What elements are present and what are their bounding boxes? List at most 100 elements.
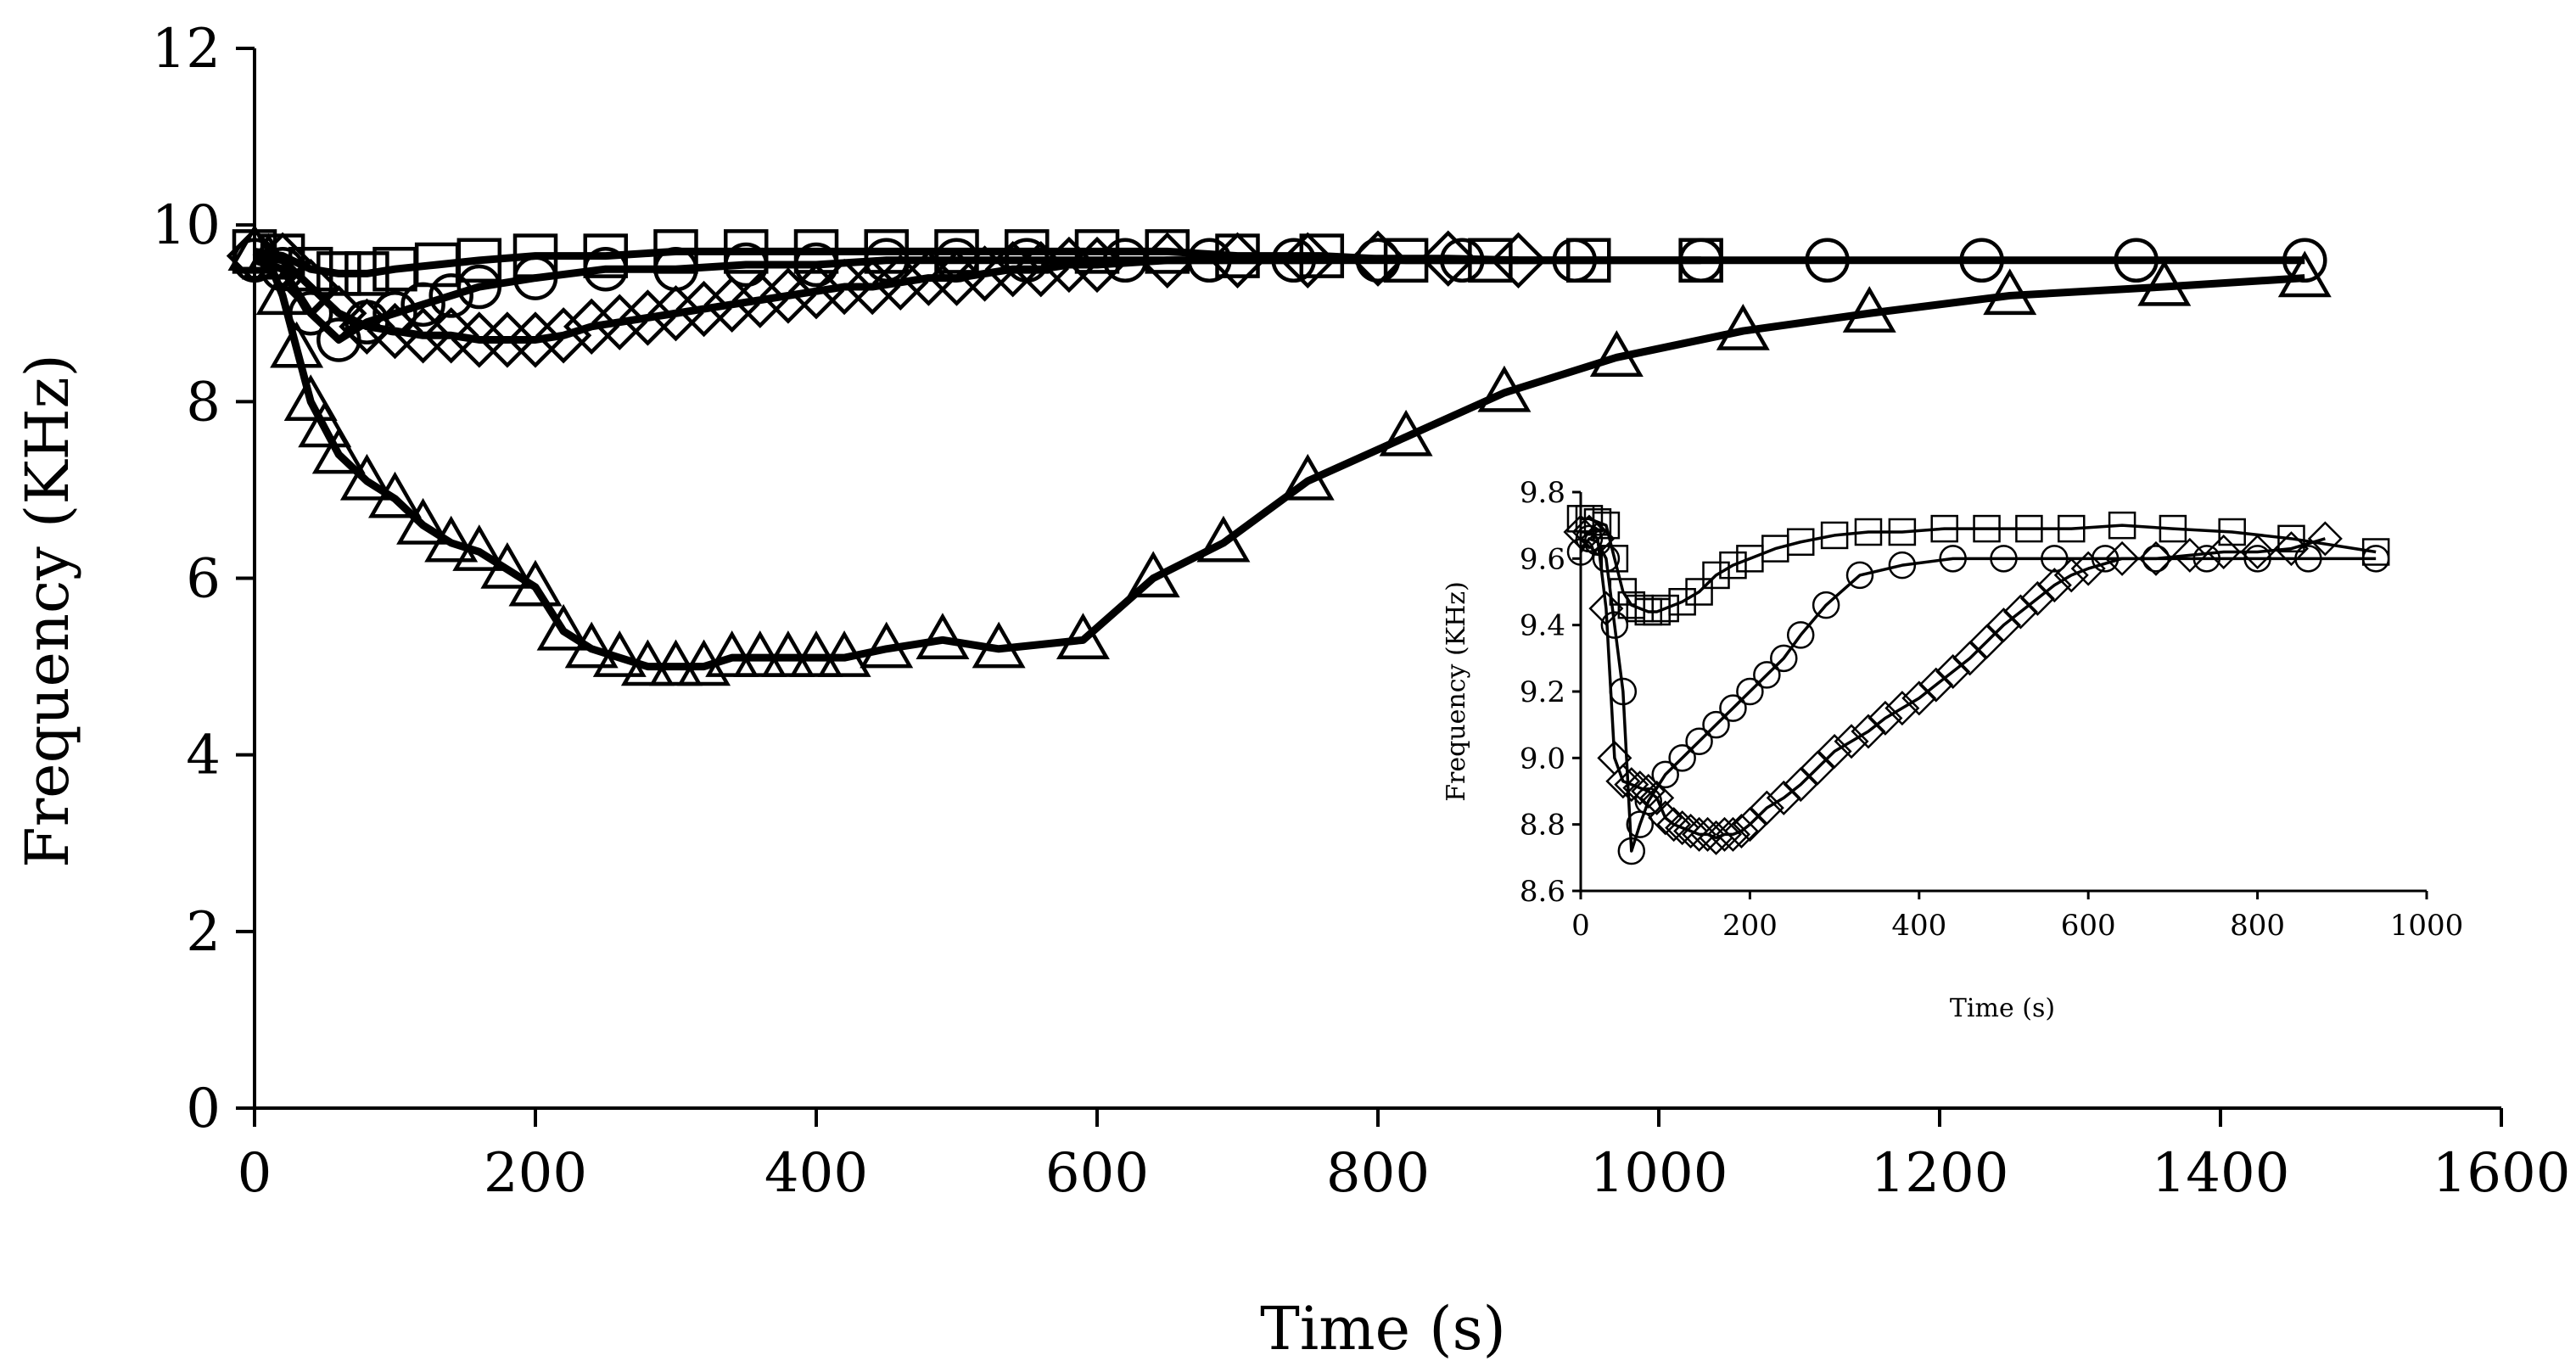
- inset-point-circle: [1668, 744, 1696, 772]
- main-point-triangle: [508, 559, 563, 607]
- inset-point-circle: [2192, 545, 2221, 573]
- inset-point-circle: [2361, 545, 2390, 573]
- main-point-triangle: [1056, 613, 1110, 660]
- inset-x-tick-label: 0: [1571, 909, 1590, 943]
- main-point-diamond: [451, 311, 507, 368]
- main-x-tick-label: 0: [238, 1142, 272, 1205]
- main-point-triangle: [424, 515, 479, 563]
- inset-point-diamond: [1749, 790, 1784, 826]
- main-y-tick-label: 6: [186, 548, 221, 611]
- main-point-diamond: [815, 258, 873, 316]
- inset-point-square: [1854, 518, 1883, 546]
- main-point-diamond: [731, 272, 788, 328]
- main-point-square: [288, 246, 333, 292]
- inset-point-square: [2361, 538, 2390, 566]
- main-point-diamond: [844, 258, 901, 316]
- main-point-square: [653, 229, 698, 274]
- main-point-triangle: [705, 630, 759, 677]
- main-point-diamond: [619, 289, 676, 346]
- main-x-tick-label: 1400: [2152, 1142, 2290, 1205]
- inset-point-diamond: [1918, 667, 1954, 703]
- inset-point-diamond: [1622, 770, 1658, 806]
- main-point-triangle: [1126, 551, 1180, 598]
- main-point-square: [1678, 238, 1723, 283]
- main-x-tick-label: 1000: [1590, 1142, 1728, 1205]
- inset-point-circle: [2294, 545, 2322, 573]
- main-point-square: [864, 229, 909, 274]
- main-point-triangle: [1589, 330, 1644, 377]
- main-point-diamond: [1280, 232, 1336, 288]
- inset-point-circle: [1719, 694, 1747, 722]
- main-point-diamond: [563, 298, 620, 356]
- inset-plot-axes: 0 200 400 600 800 1000 8.6 8.8 9.0 9.2 9.4 9.6 9.8: [1520, 476, 2463, 943]
- main-point-triangle: [298, 400, 352, 448]
- main-point-triangle: [860, 621, 914, 669]
- main-y-tick-label: 8: [186, 371, 221, 434]
- inset-point-square: [1719, 551, 1747, 580]
- main-x-tick-label: 600: [1045, 1142, 1149, 1205]
- inset-y-tick-label: 9.0: [1520, 742, 1565, 776]
- main-point-square: [512, 233, 558, 278]
- main-point-triangle: [452, 524, 507, 571]
- main-point-diamond: [956, 245, 1013, 302]
- main-point-triangle: [649, 639, 703, 686]
- inset-y-axis-title: Frequency (KHz): [1442, 581, 1471, 802]
- inset-point-diamond: [1563, 514, 1599, 550]
- inset-point-circle: [1990, 545, 2018, 573]
- main-point-triangle: [972, 621, 1026, 669]
- main-point-diamond: [1068, 236, 1126, 294]
- main-point-triangle: [916, 613, 970, 660]
- main-point-square: [724, 229, 769, 274]
- main-plot-axes: 0 200 400 600 800 1000 1200 1400 1600 0 2 4 6 8 10 12: [152, 18, 2571, 1205]
- inset-point-square: [2159, 514, 2187, 543]
- main-point-square: [1074, 229, 1120, 274]
- main-point-diamond: [675, 280, 732, 338]
- main-point-square: [934, 229, 979, 274]
- inset-point-diamond: [1800, 750, 1835, 786]
- main-y-tick-label: 2: [186, 901, 221, 964]
- inset-point-diamond: [1723, 813, 1759, 849]
- inset-point-circle: [1634, 787, 1663, 815]
- inset-point-circle: [1617, 837, 1646, 865]
- main-point-square: [1005, 229, 1050, 274]
- inset-point-square: [1973, 514, 2001, 543]
- inset-point-square: [1651, 594, 1679, 623]
- main-point-triangle: [620, 639, 675, 686]
- main-point-triangle: [311, 427, 366, 474]
- inset-point-diamond: [2104, 540, 2140, 576]
- main-point-triangle: [1196, 515, 1251, 563]
- main-point-square: [1566, 238, 1611, 283]
- inset-x-tick-label: 800: [2230, 909, 2285, 943]
- inset-y-tick-label: 8.6: [1520, 875, 1565, 909]
- inset-point-circle: [1786, 621, 1815, 649]
- main-point-triangle: [339, 453, 394, 501]
- main-plot-marks: [226, 224, 2332, 686]
- inset-y-tick-label: 8.8: [1520, 809, 1565, 843]
- main-point-diamond: [479, 311, 536, 368]
- main-point-square: [232, 229, 277, 274]
- main-point-square: [1468, 238, 1513, 283]
- inset-point-circle: [1845, 561, 1874, 590]
- inset-point-diamond: [1706, 816, 1743, 852]
- inset-point-diamond: [2036, 568, 2072, 603]
- inset-series-circle: [1566, 524, 2390, 865]
- main-point-diamond: [759, 267, 817, 324]
- main-point-triangle: [1716, 303, 1770, 350]
- main-y-axis-title: Frequency (KHz): [13, 354, 82, 868]
- main-point-triangle: [564, 621, 619, 669]
- inset-x-axis-title: Time (s): [1950, 994, 2055, 1023]
- inset-point-diamond: [1969, 624, 2005, 659]
- inset-point-diamond: [1605, 764, 1641, 799]
- inset-point-diamond: [2240, 534, 2276, 570]
- inset-x-tick-label: 1000: [2390, 909, 2464, 943]
- inset-y-tick-label: 9.2: [1520, 675, 1565, 709]
- main-x-tick-label: 400: [764, 1142, 868, 1205]
- main-point-diamond: [647, 285, 704, 342]
- inset-point-diamond: [1851, 714, 1886, 749]
- inset-y-tick-label: 9.8: [1520, 476, 1565, 510]
- inset-point-diamond: [2273, 531, 2309, 567]
- inset-point-square: [1888, 518, 1917, 546]
- main-point-square: [583, 233, 628, 278]
- main-point-triangle: [1983, 268, 2037, 316]
- inset-point-square: [1820, 521, 1849, 550]
